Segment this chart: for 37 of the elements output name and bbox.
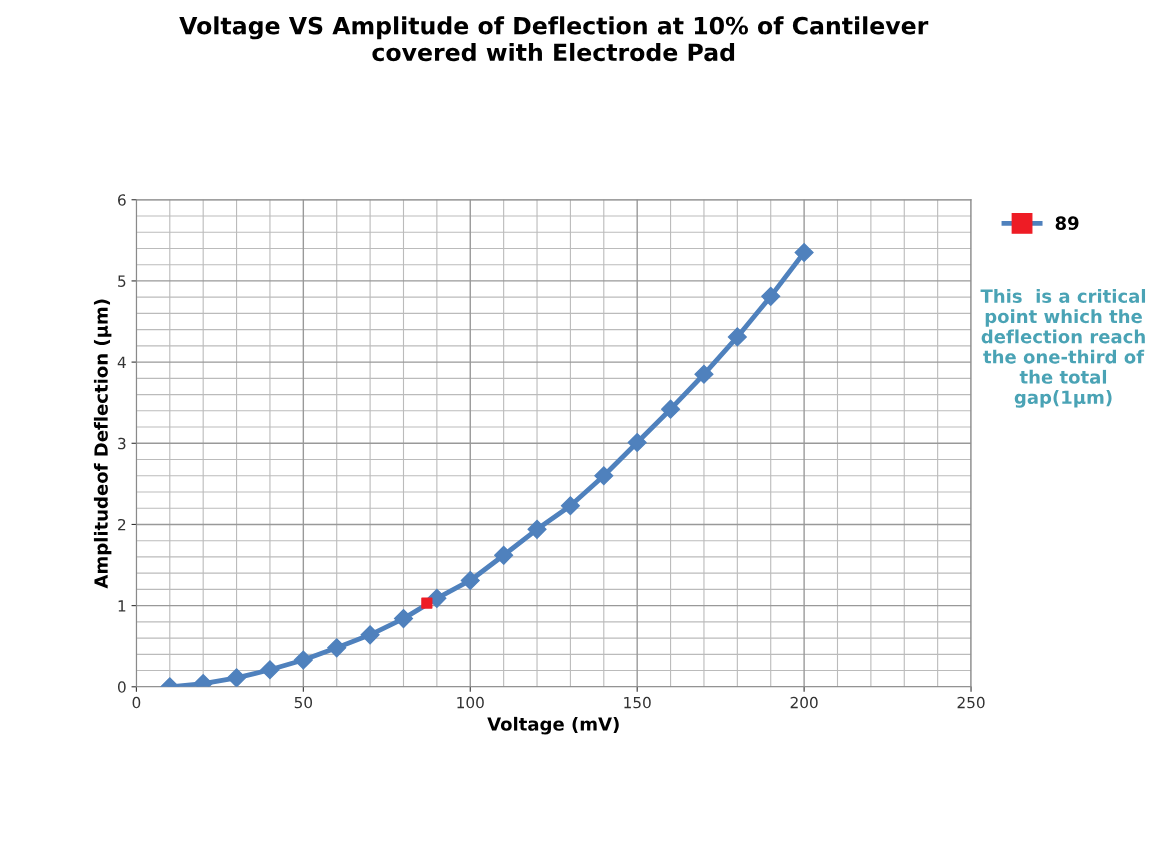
point — [427, 588, 447, 608]
point — [421, 597, 433, 609]
point — [627, 432, 647, 452]
chart-title: Voltage VS Amplitude of Deflection at 10% of Cantilever covered with Electrode Pad — [179, 16, 929, 62]
point — [594, 466, 614, 486]
point — [360, 625, 380, 645]
y-tick-label: 3 — [118, 437, 126, 450]
x-tick-label: 250 — [957, 696, 985, 709]
y-tick-label: 4 — [117, 356, 126, 368]
point — [560, 496, 580, 516]
point — [393, 609, 414, 629]
point — [661, 399, 681, 419]
point — [293, 650, 313, 670]
y-tick-label: 5 — [118, 275, 126, 287]
x-tick-label: 150 — [624, 696, 651, 709]
point — [460, 570, 480, 590]
point — [527, 519, 547, 539]
point — [761, 286, 781, 306]
x-tick-label: 100 — [457, 696, 484, 709]
x-tick-label: 0 — [132, 696, 141, 709]
y-tick-label: 2 — [118, 518, 126, 531]
legend-label: 89 — [1055, 216, 1079, 230]
point — [260, 660, 280, 680]
y-tick-label: 1 — [118, 600, 126, 612]
y-axis-title: Amplitudeof Deflection (µm) — [93, 299, 112, 589]
point — [694, 364, 714, 384]
y-tick-label: 0 — [117, 681, 126, 693]
point — [227, 668, 247, 687]
x-tick-label: 50 — [294, 696, 313, 709]
point — [327, 638, 347, 658]
point — [727, 327, 747, 347]
x-tick-label: 200 — [790, 696, 818, 709]
point — [494, 545, 514, 565]
y-tick-label: 6 — [118, 194, 126, 206]
point — [794, 242, 814, 263]
text: This is a critical point which the deflection reach the one-third of the total gap(1µm) — [980, 289, 1146, 408]
x-axis-title: Voltage (mV) — [487, 716, 619, 735]
